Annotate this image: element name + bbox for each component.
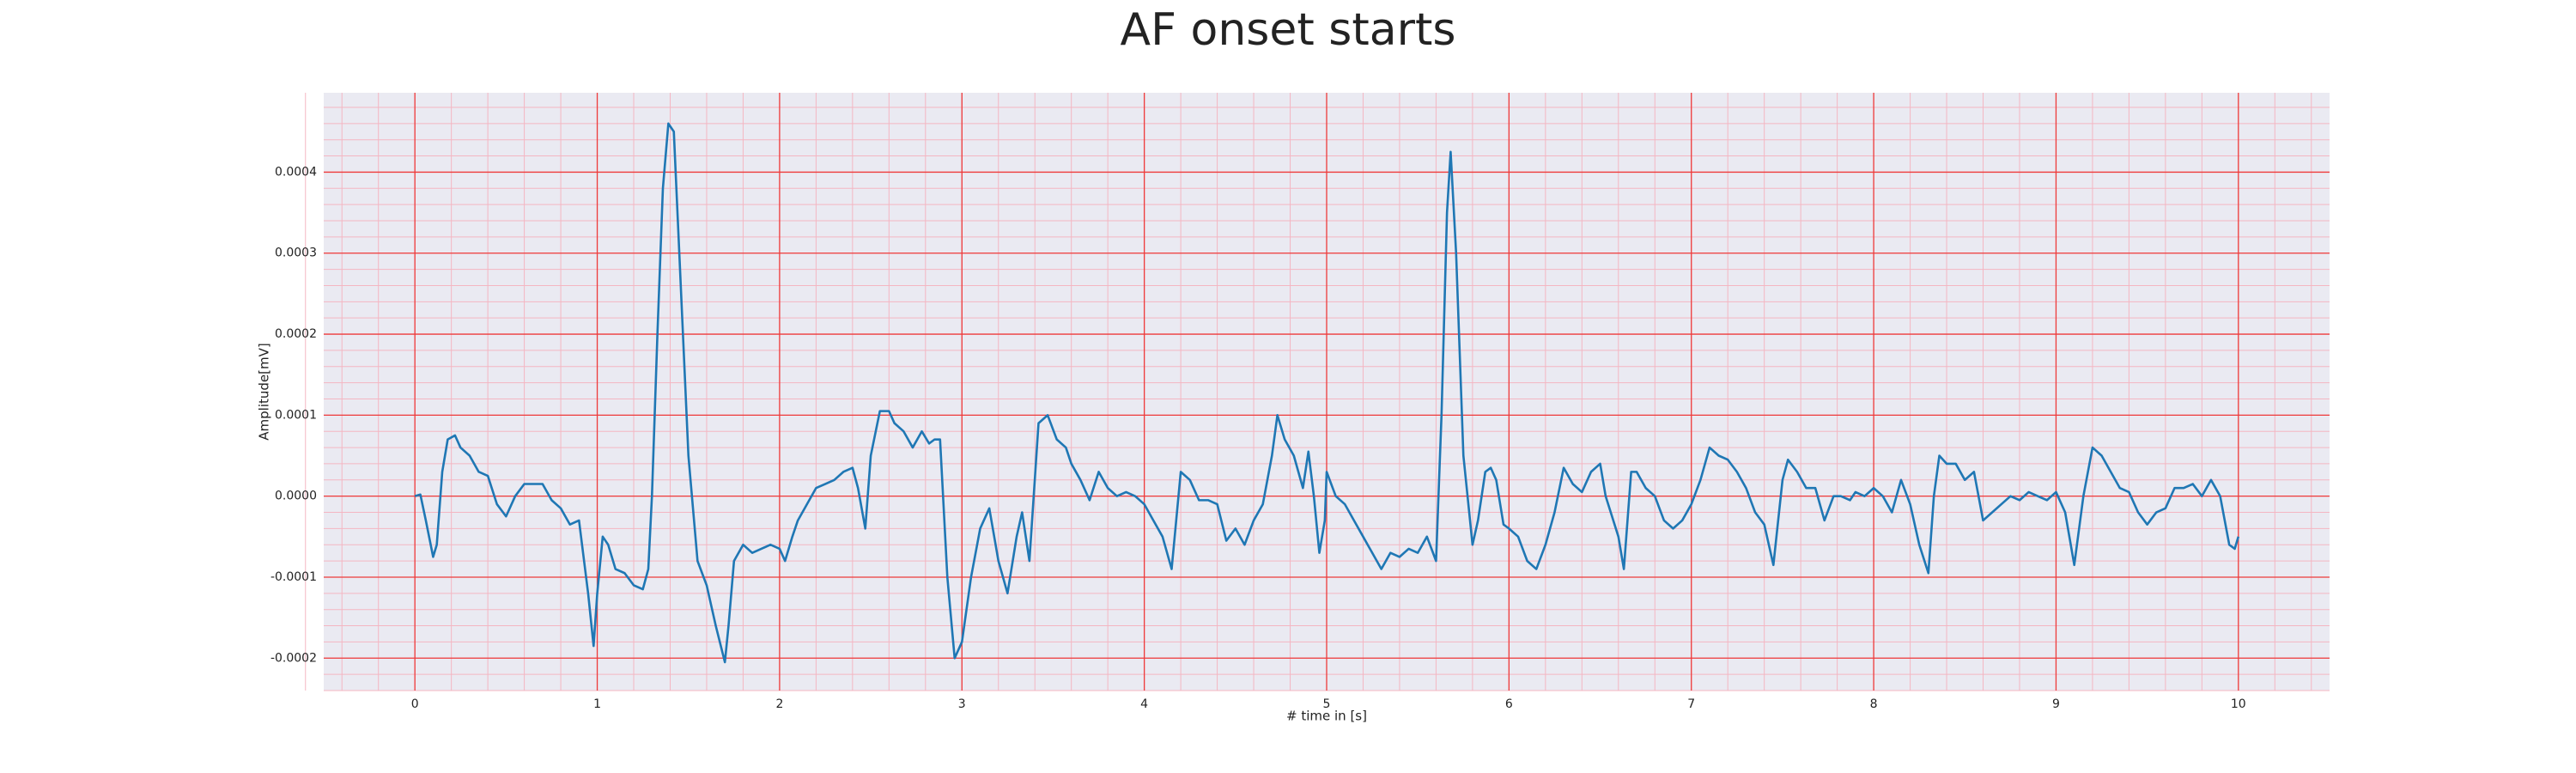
y-tick-label: 0.0001 — [275, 408, 317, 422]
x-tick-label: 9 — [2052, 697, 2060, 711]
chart-title: AF onset starts — [1121, 4, 1456, 56]
y-axis-label: Amplitude[mV] — [257, 343, 272, 440]
x-tick-label: 6 — [1505, 697, 1513, 711]
y-tick-label: -0.0001 — [270, 570, 317, 584]
x-tick-label: 8 — [1870, 697, 1878, 711]
y-tick-label: 0.0004 — [275, 165, 317, 179]
y-tick-label: 0.0000 — [275, 490, 317, 503]
grid — [305, 93, 2330, 691]
y-tick-label: 0.0002 — [275, 327, 317, 341]
y-tick-label: 0.0003 — [275, 247, 317, 260]
signal-line — [414, 122, 2240, 664]
x-tick-label: 1 — [593, 697, 601, 711]
x-tick-label: 10 — [2231, 697, 2246, 711]
x-tick-label: 3 — [958, 697, 966, 711]
x-tick-label: 5 — [1323, 697, 1331, 711]
x-tick-label: 0 — [411, 697, 419, 711]
y-tick-label: -0.0002 — [270, 651, 317, 665]
x-tick-label: 4 — [1140, 697, 1148, 711]
x-axis-label: # time in [s] — [1286, 709, 1367, 724]
marks — [414, 122, 2240, 664]
x-tick-label: 7 — [1687, 697, 1695, 711]
x-tick-label: 2 — [775, 697, 783, 711]
